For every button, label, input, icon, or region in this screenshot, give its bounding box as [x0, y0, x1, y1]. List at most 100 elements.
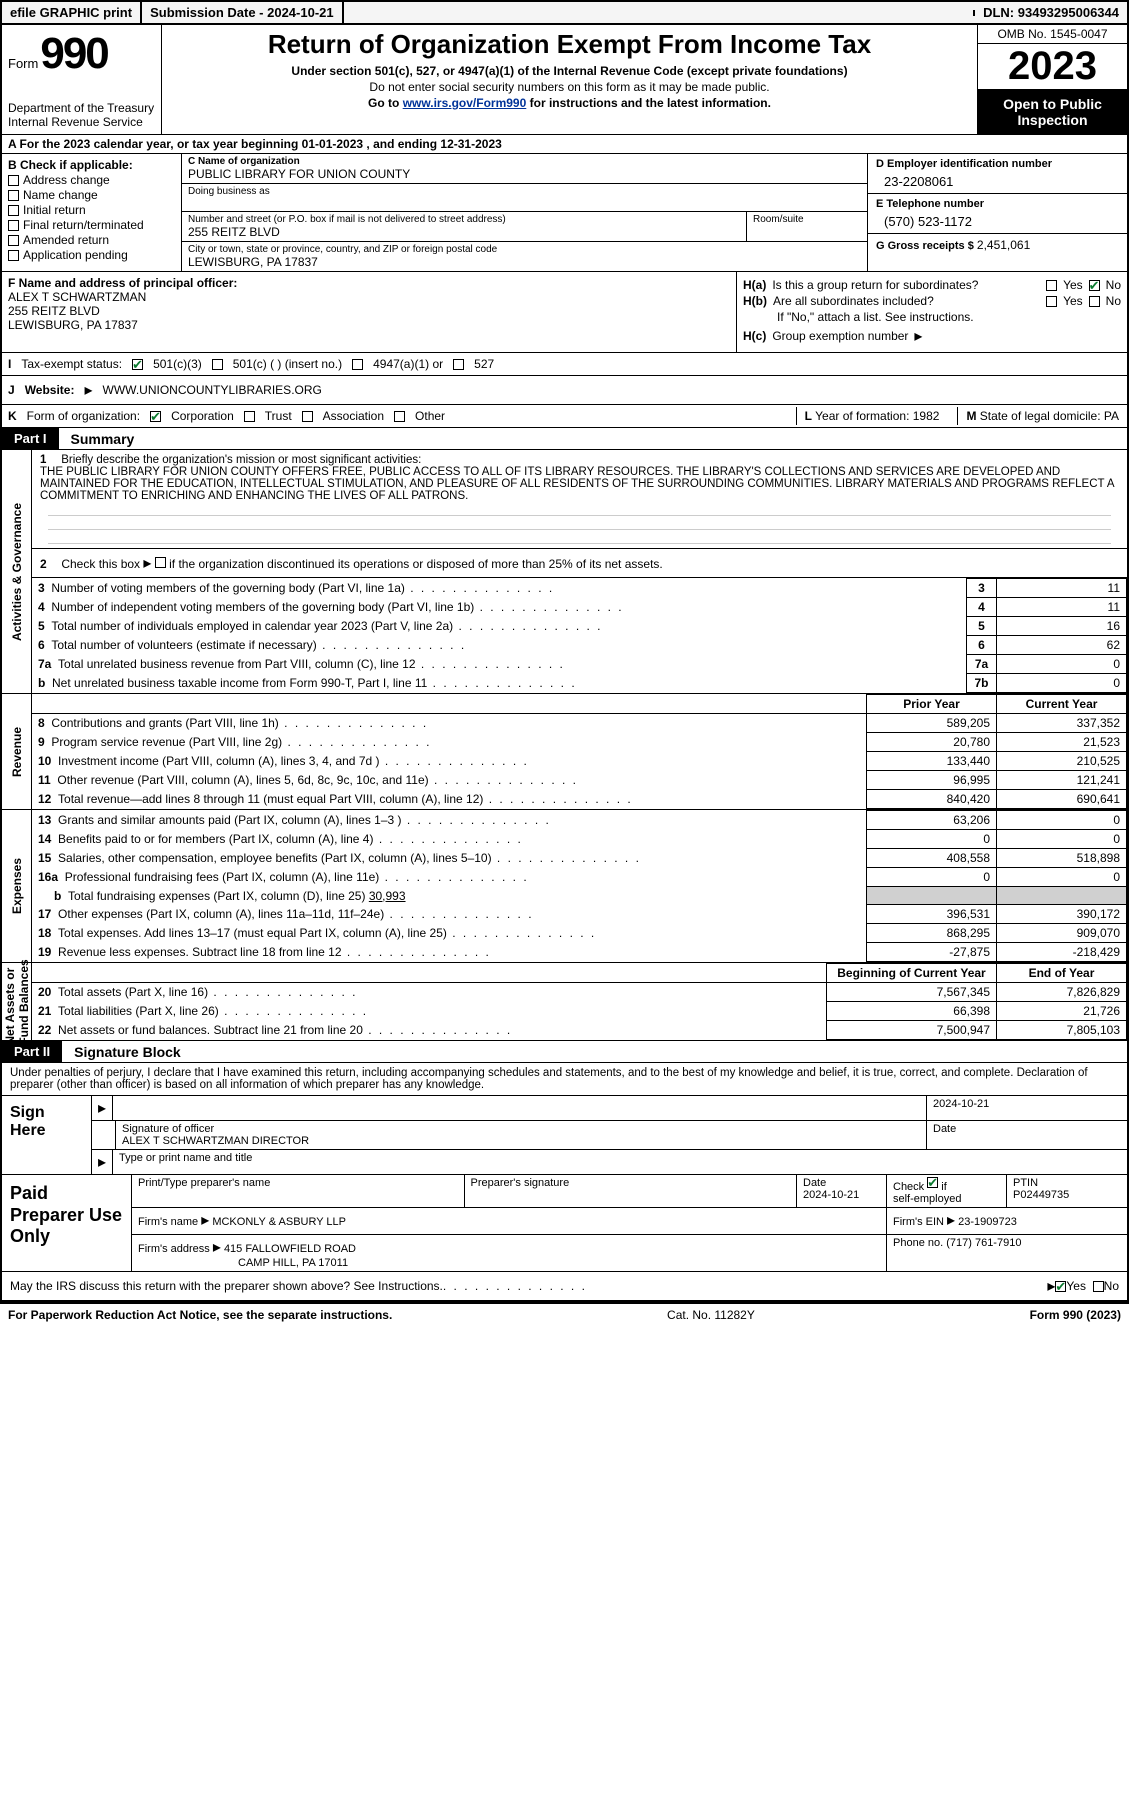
chk-amended[interactable]: Amended return	[8, 233, 175, 247]
table-header: Beginning of Current YearEnd of Year	[32, 964, 1127, 983]
part-1-header: Part I Summary	[2, 428, 1127, 450]
checkbox-icon[interactable]	[1046, 296, 1057, 307]
chk-name-change[interactable]: Name change	[8, 188, 175, 202]
open-to-public: Open to Public Inspection	[978, 90, 1127, 134]
footer-left: For Paperwork Reduction Act Notice, see …	[8, 1308, 392, 1322]
chk-app-pending[interactable]: Application pending	[8, 248, 175, 262]
h-a: H(a) Is this a group return for subordin…	[743, 278, 1121, 292]
checkbox-icon[interactable]	[212, 359, 223, 370]
org-name-cell: C Name of organization PUBLIC LIBRARY FO…	[182, 154, 867, 184]
website-url: WWW.UNIONCOUNTYLIBRARIES.ORG	[103, 383, 322, 397]
vlabel-net: Net Assets or Fund Balances	[2, 963, 32, 1040]
h-b-note: If "No," attach a list. See instructions…	[743, 310, 1121, 324]
top-bar: efile GRAPHIC print Submission Date - 20…	[0, 0, 1129, 25]
checkbox-icon[interactable]	[453, 359, 464, 370]
header-right: OMB No. 1545-0047 2023 Open to Public In…	[977, 25, 1127, 134]
form-title: Return of Organization Exempt From Incom…	[170, 29, 969, 60]
row-i: I Tax-exempt status: 501(c)(3) 501(c) ( …	[2, 353, 1127, 376]
submission-date: Submission Date - 2024-10-21	[142, 2, 344, 23]
box-f: F Name and address of principal officer:…	[2, 272, 737, 352]
table-row: 12 Total revenue—add lines 8 through 11 …	[32, 790, 1127, 809]
checkbox-icon[interactable]	[1046, 280, 1057, 291]
discuss-row: May the IRS discuss this return with the…	[2, 1272, 1127, 1302]
box-b: B Check if applicable: Address change Na…	[2, 154, 182, 271]
irs-link[interactable]: www.irs.gov/Form990	[403, 96, 527, 110]
state-domicile: M State of legal domicile: PA	[957, 407, 1127, 425]
prep-header-row: Print/Type preparer's name Preparer's si…	[132, 1175, 1127, 1208]
table-row: 14 Benefits paid to or for members (Part…	[32, 830, 1127, 849]
vlabel-governance: Activities & Governance	[2, 450, 32, 693]
table-row: 15 Salaries, other compensation, employe…	[32, 849, 1127, 868]
sig-type-row: ▸ Type or print name and title	[92, 1150, 1127, 1174]
line-a: A For the 2023 calendar year, or tax yea…	[2, 135, 1127, 154]
chk-address-change[interactable]: Address change	[8, 173, 175, 187]
chk-final-return[interactable]: Final return/terminated	[8, 218, 175, 232]
sign-here-block: Sign Here ▸ 2024-10-21 Signature of offi…	[2, 1096, 1127, 1175]
table-row: 5 Total number of individuals employed i…	[32, 617, 1127, 636]
checkbox-icon[interactable]	[1089, 296, 1100, 307]
checkbox-checked-icon[interactable]	[1089, 280, 1100, 291]
box-c: C Name of organization PUBLIC LIBRARY FO…	[182, 154, 867, 271]
row-j: J Website: ▸ WWW.UNIONCOUNTYLIBRARIES.OR…	[2, 376, 1127, 405]
arrow-right-icon: ▸	[92, 1096, 113, 1120]
phone-cell: E Telephone number (570) 523-1172	[868, 194, 1127, 234]
arrow-right-icon: ▸	[92, 1150, 113, 1174]
checkbox-icon[interactable]	[394, 411, 405, 422]
checkbox-checked-icon[interactable]	[150, 411, 161, 422]
checkbox-icon[interactable]	[352, 359, 363, 370]
table-row: b Net unrelated business taxable income …	[32, 674, 1127, 693]
chk-initial-return[interactable]: Initial return	[8, 203, 175, 217]
footer-cat: Cat. No. 11282Y	[667, 1308, 755, 1322]
paid-preparer-label: Paid Preparer Use Only	[2, 1175, 132, 1271]
dln: DLN: 93493295006344	[975, 2, 1127, 23]
prep-firm-row: Firm's name ▸ MCKONLY & ASBURY LLP Firm'…	[132, 1208, 1127, 1235]
table-row: 22 Net assets or fund balances. Subtract…	[32, 1021, 1127, 1040]
block-fh: F Name and address of principal officer:…	[2, 272, 1127, 353]
h-b: H(b) Are all subordinates included? Yes …	[743, 294, 1121, 308]
box-h: H(a) Is this a group return for subordin…	[737, 272, 1127, 352]
arrow-right-icon: ▸	[914, 326, 922, 346]
checkbox-icon[interactable]	[302, 411, 313, 422]
section-governance: Activities & Governance 1 Briefly descri…	[2, 450, 1127, 694]
checkbox-checked-icon[interactable]	[1055, 1281, 1066, 1292]
ein-cell: D Employer identification number 23-2208…	[868, 154, 1127, 194]
table-row: 11 Other revenue (Part VIII, column (A),…	[32, 771, 1127, 790]
header-title-block: Return of Organization Exempt From Incom…	[162, 25, 977, 134]
form-number: Form 990	[8, 29, 155, 79]
line-2: 2 Check this box ▸ if the organization d…	[32, 549, 1127, 578]
table-row: 3 Number of voting members of the govern…	[32, 579, 1127, 598]
form-subtitle: Under section 501(c), 527, or 4947(a)(1)…	[170, 64, 969, 78]
year-formation: L Year of formation: 1982	[796, 407, 948, 425]
sig-date-row: ▸ 2024-10-21	[92, 1096, 1127, 1121]
checkbox-icon[interactable]	[1093, 1281, 1104, 1292]
checkbox-icon[interactable]	[155, 557, 166, 568]
checkbox-checked-icon[interactable]	[927, 1177, 938, 1188]
table-row: 19 Revenue less expenses. Subtract line …	[32, 943, 1127, 962]
checkbox-icon[interactable]	[244, 411, 255, 422]
signature-intro: Under penalties of perjury, I declare th…	[2, 1063, 1127, 1096]
tax-year: 2023	[978, 44, 1127, 90]
header-left: Form 990 Department of the Treasury Inte…	[2, 25, 162, 134]
row-klm: K Form of organization: Corporation Trus…	[2, 405, 1127, 428]
checkbox-icon	[8, 190, 19, 201]
efile-label: efile GRAPHIC print	[2, 2, 142, 23]
table-row: 4 Number of independent voting members o…	[32, 598, 1127, 617]
table-row: 17 Other expenses (Part IX, column (A), …	[32, 905, 1127, 924]
arrow-right-icon: ▸	[201, 1212, 209, 1229]
dept-label: Department of the Treasury Internal Reve…	[8, 101, 155, 129]
table-row: 20 Total assets (Part X, line 16)7,567,3…	[32, 983, 1127, 1002]
checkbox-checked-icon[interactable]	[132, 359, 143, 370]
checkbox-icon	[8, 205, 19, 216]
sig-officer-row: Signature of officer ALEX T SCHWARTZMAN …	[92, 1121, 1127, 1150]
gross-receipts-cell: G Gross receipts $ 2,451,061	[868, 234, 1127, 271]
table-row: 21 Total liabilities (Part X, line 26)66…	[32, 1002, 1127, 1021]
expenses-table: 13 Grants and similar amounts paid (Part…	[32, 810, 1127, 962]
governance-table: 3 Number of voting members of the govern…	[32, 578, 1127, 693]
form-note-1: Do not enter social security numbers on …	[170, 80, 969, 94]
block-bcd: B Check if applicable: Address change Na…	[2, 154, 1127, 272]
table-row: 10 Investment income (Part VIII, column …	[32, 752, 1127, 771]
checkbox-icon	[8, 235, 19, 246]
part-2-header: Part II Signature Block	[2, 1041, 1127, 1063]
table-row: 16a Professional fundraising fees (Part …	[32, 868, 1127, 887]
table-row: 9 Program service revenue (Part VIII, li…	[32, 733, 1127, 752]
